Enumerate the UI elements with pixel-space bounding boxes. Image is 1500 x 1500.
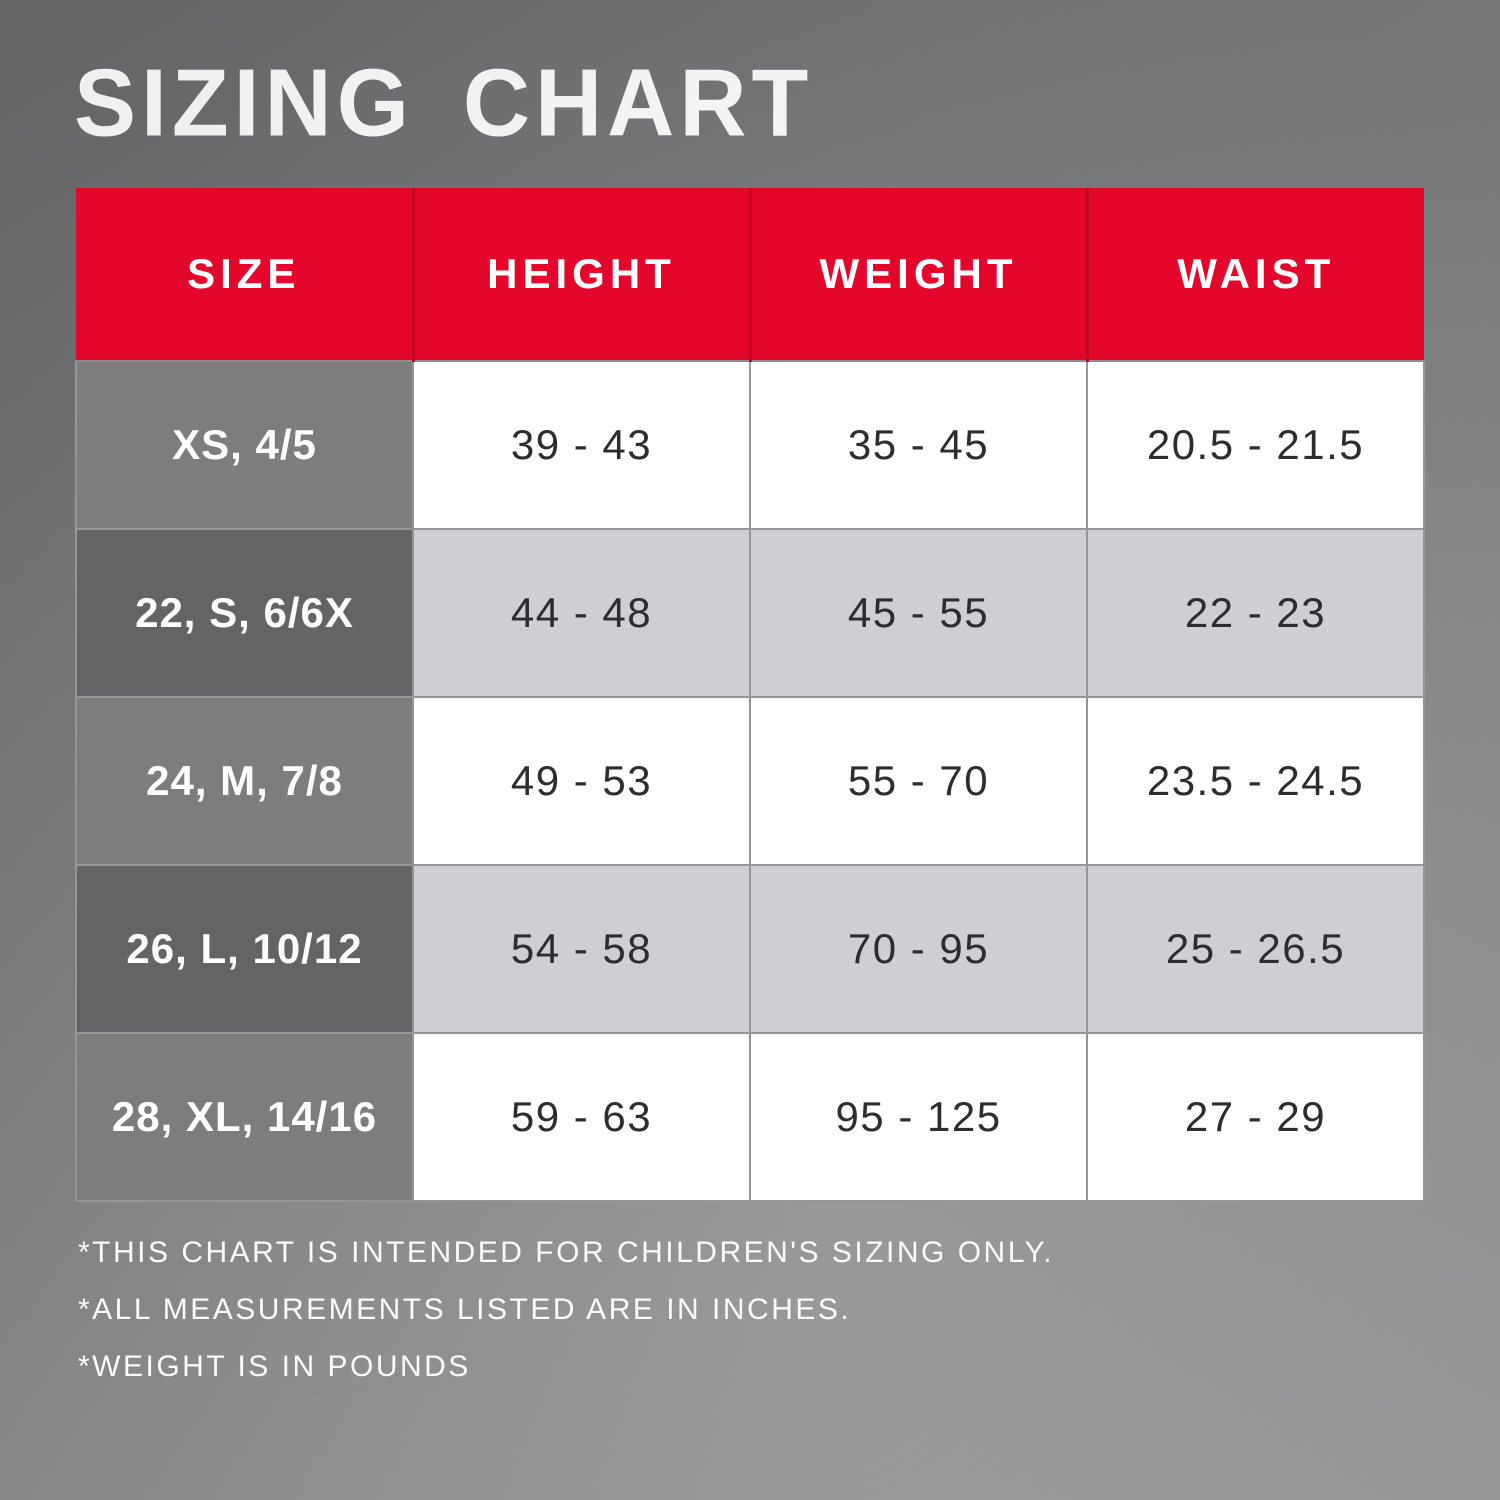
weight-cell: 35 - 45	[749, 360, 1088, 530]
footnote-weight-pounds: *WEIGHT IS IN POUNDS	[78, 1350, 471, 1383]
page-title: SIZING CHART	[74, 49, 814, 157]
weight-cell: 95 - 125	[749, 1032, 1088, 1202]
table-row: 26, L, 10/12 54 - 58 70 - 95 25 - 26.5	[75, 864, 1425, 1034]
column-header-weight: WEIGHT	[750, 188, 1089, 362]
header-row: SIZE HEIGHT WEIGHT WAIST	[76, 188, 1424, 362]
table-row: 22, S, 6/6X 44 - 48 45 - 55 22 - 23	[75, 528, 1425, 698]
weight-cell: 70 - 95	[749, 864, 1088, 1034]
size-cell: 26, L, 10/12	[75, 864, 414, 1034]
column-header-size: SIZE	[76, 188, 415, 362]
height-cell: 44 - 48	[412, 528, 751, 698]
weight-cell: 45 - 55	[749, 528, 1088, 698]
waist-cell: 27 - 29	[1086, 1032, 1425, 1202]
height-cell: 59 - 63	[412, 1032, 751, 1202]
sizing-table: SIZE HEIGHT WEIGHT WAIST XS, 4/5 39 - 43…	[75, 188, 1425, 1202]
waist-cell: 20.5 - 21.5	[1086, 360, 1425, 530]
height-cell: 39 - 43	[412, 360, 751, 530]
footnotes: *THIS CHART IS INTENDED FOR CHILDREN'S S…	[78, 1236, 1054, 1407]
footnote-measurements-inches: *ALL MEASUREMENTS LISTED ARE IN INCHES.	[78, 1293, 852, 1326]
height-cell: 49 - 53	[412, 696, 751, 866]
weight-cell: 55 - 70	[749, 696, 1088, 866]
size-cell: 22, S, 6/6X	[75, 528, 414, 698]
table-row: 28, XL, 14/16 59 - 63 95 - 125 27 - 29	[75, 1032, 1425, 1202]
column-header-waist: WAIST	[1087, 188, 1424, 362]
height-cell: 54 - 58	[412, 864, 751, 1034]
table-row: XS, 4/5 39 - 43 35 - 45 20.5 - 21.5	[75, 360, 1425, 530]
footnote-children-sizing: *THIS CHART IS INTENDED FOR CHILDREN'S S…	[78, 1236, 1055, 1269]
table-row: 24, M, 7/8 49 - 53 55 - 70 23.5 - 24.5	[75, 696, 1425, 866]
waist-cell: 22 - 23	[1086, 528, 1425, 698]
waist-cell: 25 - 26.5	[1086, 864, 1425, 1034]
waist-cell: 23.5 - 24.5	[1086, 696, 1425, 866]
size-cell: 24, M, 7/8	[75, 696, 414, 866]
size-cell: 28, XL, 14/16	[75, 1032, 414, 1202]
column-header-height: HEIGHT	[413, 188, 752, 362]
size-cell: XS, 4/5	[75, 360, 414, 530]
